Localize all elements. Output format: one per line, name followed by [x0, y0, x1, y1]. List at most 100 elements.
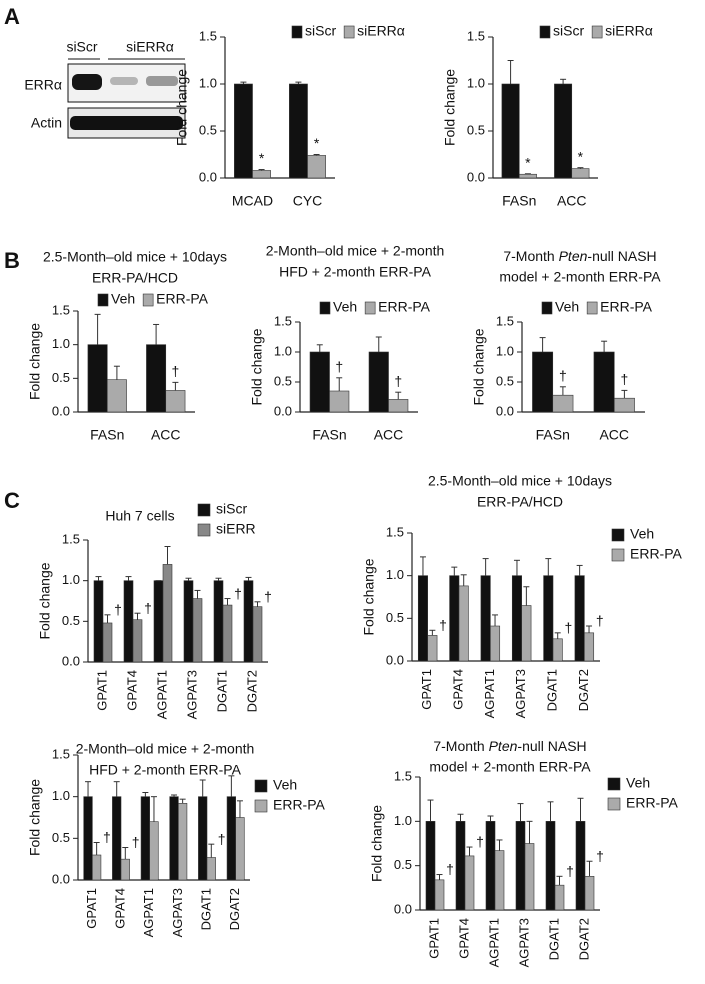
- bar: [584, 632, 595, 662]
- legend-label: Veh: [626, 775, 650, 791]
- x-tick-label: GPAT4: [124, 670, 139, 711]
- error-bar: [113, 781, 120, 797]
- bar: [388, 399, 409, 413]
- bar: [455, 821, 466, 911]
- annotation: †: [144, 600, 152, 616]
- annotation: *: [525, 154, 531, 170]
- legend-swatch: [343, 25, 355, 39]
- x-tick-label: AGPAT1: [154, 670, 169, 719]
- x-tick-label: FASn: [536, 427, 570, 443]
- error-bar: [457, 813, 464, 822]
- y-tick-label: 1.0: [199, 75, 217, 90]
- chart-title: model + 2-month ERR-PA: [499, 269, 661, 285]
- legend-swatch: [539, 25, 551, 39]
- error-bar: [179, 798, 186, 804]
- y-axis-label: Fold change: [27, 779, 43, 856]
- chart: 2.5-Month–old mice + 10days ERR-PA/HCD 0.0…: [27, 249, 227, 443]
- annotation: †: [132, 834, 140, 850]
- bar: [490, 625, 501, 662]
- error-bar: [427, 799, 434, 822]
- legend-swatch: [607, 797, 621, 811]
- error-bar: [436, 874, 443, 880]
- legend-label: ERR-PA: [156, 291, 209, 307]
- legend-swatch: [97, 293, 109, 307]
- error-bar: [577, 797, 584, 822]
- y-tick-label: 1.5: [394, 768, 412, 783]
- legend-label: ERR-PA: [273, 797, 326, 813]
- error-bar: [513, 559, 520, 576]
- bar: [153, 580, 164, 663]
- error-bar: [295, 81, 302, 84]
- bar: [552, 638, 563, 662]
- annotation: †: [559, 368, 567, 384]
- y-tick-label: 0.0: [62, 653, 80, 668]
- error-bar: [254, 601, 261, 607]
- error-bar: [586, 625, 593, 633]
- chart: Huh 7 cells 0.0 0.5 1.0 1.5 Fold change GPAT1 †…: [37, 501, 272, 720]
- error-bar: [554, 632, 561, 639]
- x-tick-label: GPAT4: [450, 669, 465, 710]
- error-bar: [559, 386, 566, 396]
- error-bar: [153, 323, 160, 345]
- y-axis-label: Fold change: [37, 562, 53, 639]
- x-tick-label: GPAT1: [426, 918, 441, 959]
- bar: [102, 622, 113, 663]
- bar: [368, 351, 389, 413]
- chart: 2-Month–old mice + 2-month HFD + 2-month …: [27, 741, 326, 938]
- annotation: *: [259, 150, 265, 166]
- error-bar: [104, 614, 111, 623]
- bar: [252, 170, 271, 179]
- x-tick-label: DGAT1: [214, 670, 229, 712]
- y-axis-label: Fold change: [249, 328, 265, 405]
- legend-swatch: [586, 301, 598, 315]
- y-tick-label: 0.5: [386, 610, 404, 625]
- bar: [574, 575, 585, 662]
- error-bar: [85, 781, 92, 797]
- bar: [524, 843, 535, 911]
- chart-title: 7-Month Pten-null NASH: [503, 248, 656, 264]
- x-tick-label: AGPAT1: [141, 888, 156, 937]
- y-tick-label: 1.5: [386, 524, 404, 539]
- bar: [521, 605, 532, 662]
- y-axis-label: Fold change: [369, 805, 385, 882]
- legend-label: ERR-PA: [378, 299, 431, 315]
- error-bar: [240, 81, 247, 84]
- y-tick-label: 1.0: [394, 813, 412, 828]
- error-bar: [586, 860, 593, 877]
- bar: [92, 854, 102, 881]
- error-bar: [172, 381, 179, 391]
- error-bar: [125, 576, 132, 581]
- legend-swatch: [607, 777, 621, 791]
- error-bar: [215, 577, 222, 581]
- chart-title: 2-Month–old mice + 2-month: [76, 741, 255, 757]
- bar: [494, 850, 505, 911]
- error-bar: [224, 598, 231, 606]
- bar: [213, 580, 224, 663]
- error-bar: [375, 336, 382, 352]
- bar: [162, 564, 173, 663]
- bar: [243, 580, 254, 663]
- y-tick-label: 1.5: [62, 531, 80, 546]
- bar: [515, 821, 526, 911]
- x-tick-label: DGAT2: [576, 918, 591, 960]
- bar: [417, 575, 428, 662]
- error-bar: [313, 154, 320, 156]
- x-tick-label: GPAT1: [419, 669, 434, 710]
- y-tick-label: 0.0: [467, 169, 485, 184]
- x-tick-label: DGAT1: [546, 918, 561, 960]
- chart: 7-Month Pten-null NASH model + 2-month ER…: [471, 248, 662, 443]
- error-bar: [258, 169, 265, 171]
- x-tick-label: AGPAT3: [513, 669, 528, 718]
- lane-label: siERRα: [126, 39, 174, 55]
- error-bar: [208, 843, 215, 858]
- bar: [123, 580, 134, 663]
- lane-label: siScr: [66, 39, 97, 55]
- legend-swatch: [364, 301, 376, 315]
- chart-title: 2-Month–old mice + 2-month: [266, 243, 445, 259]
- x-tick-label: GPAT1: [94, 670, 109, 711]
- error-bar: [451, 566, 458, 576]
- bar: [93, 580, 104, 663]
- bar: [458, 585, 469, 662]
